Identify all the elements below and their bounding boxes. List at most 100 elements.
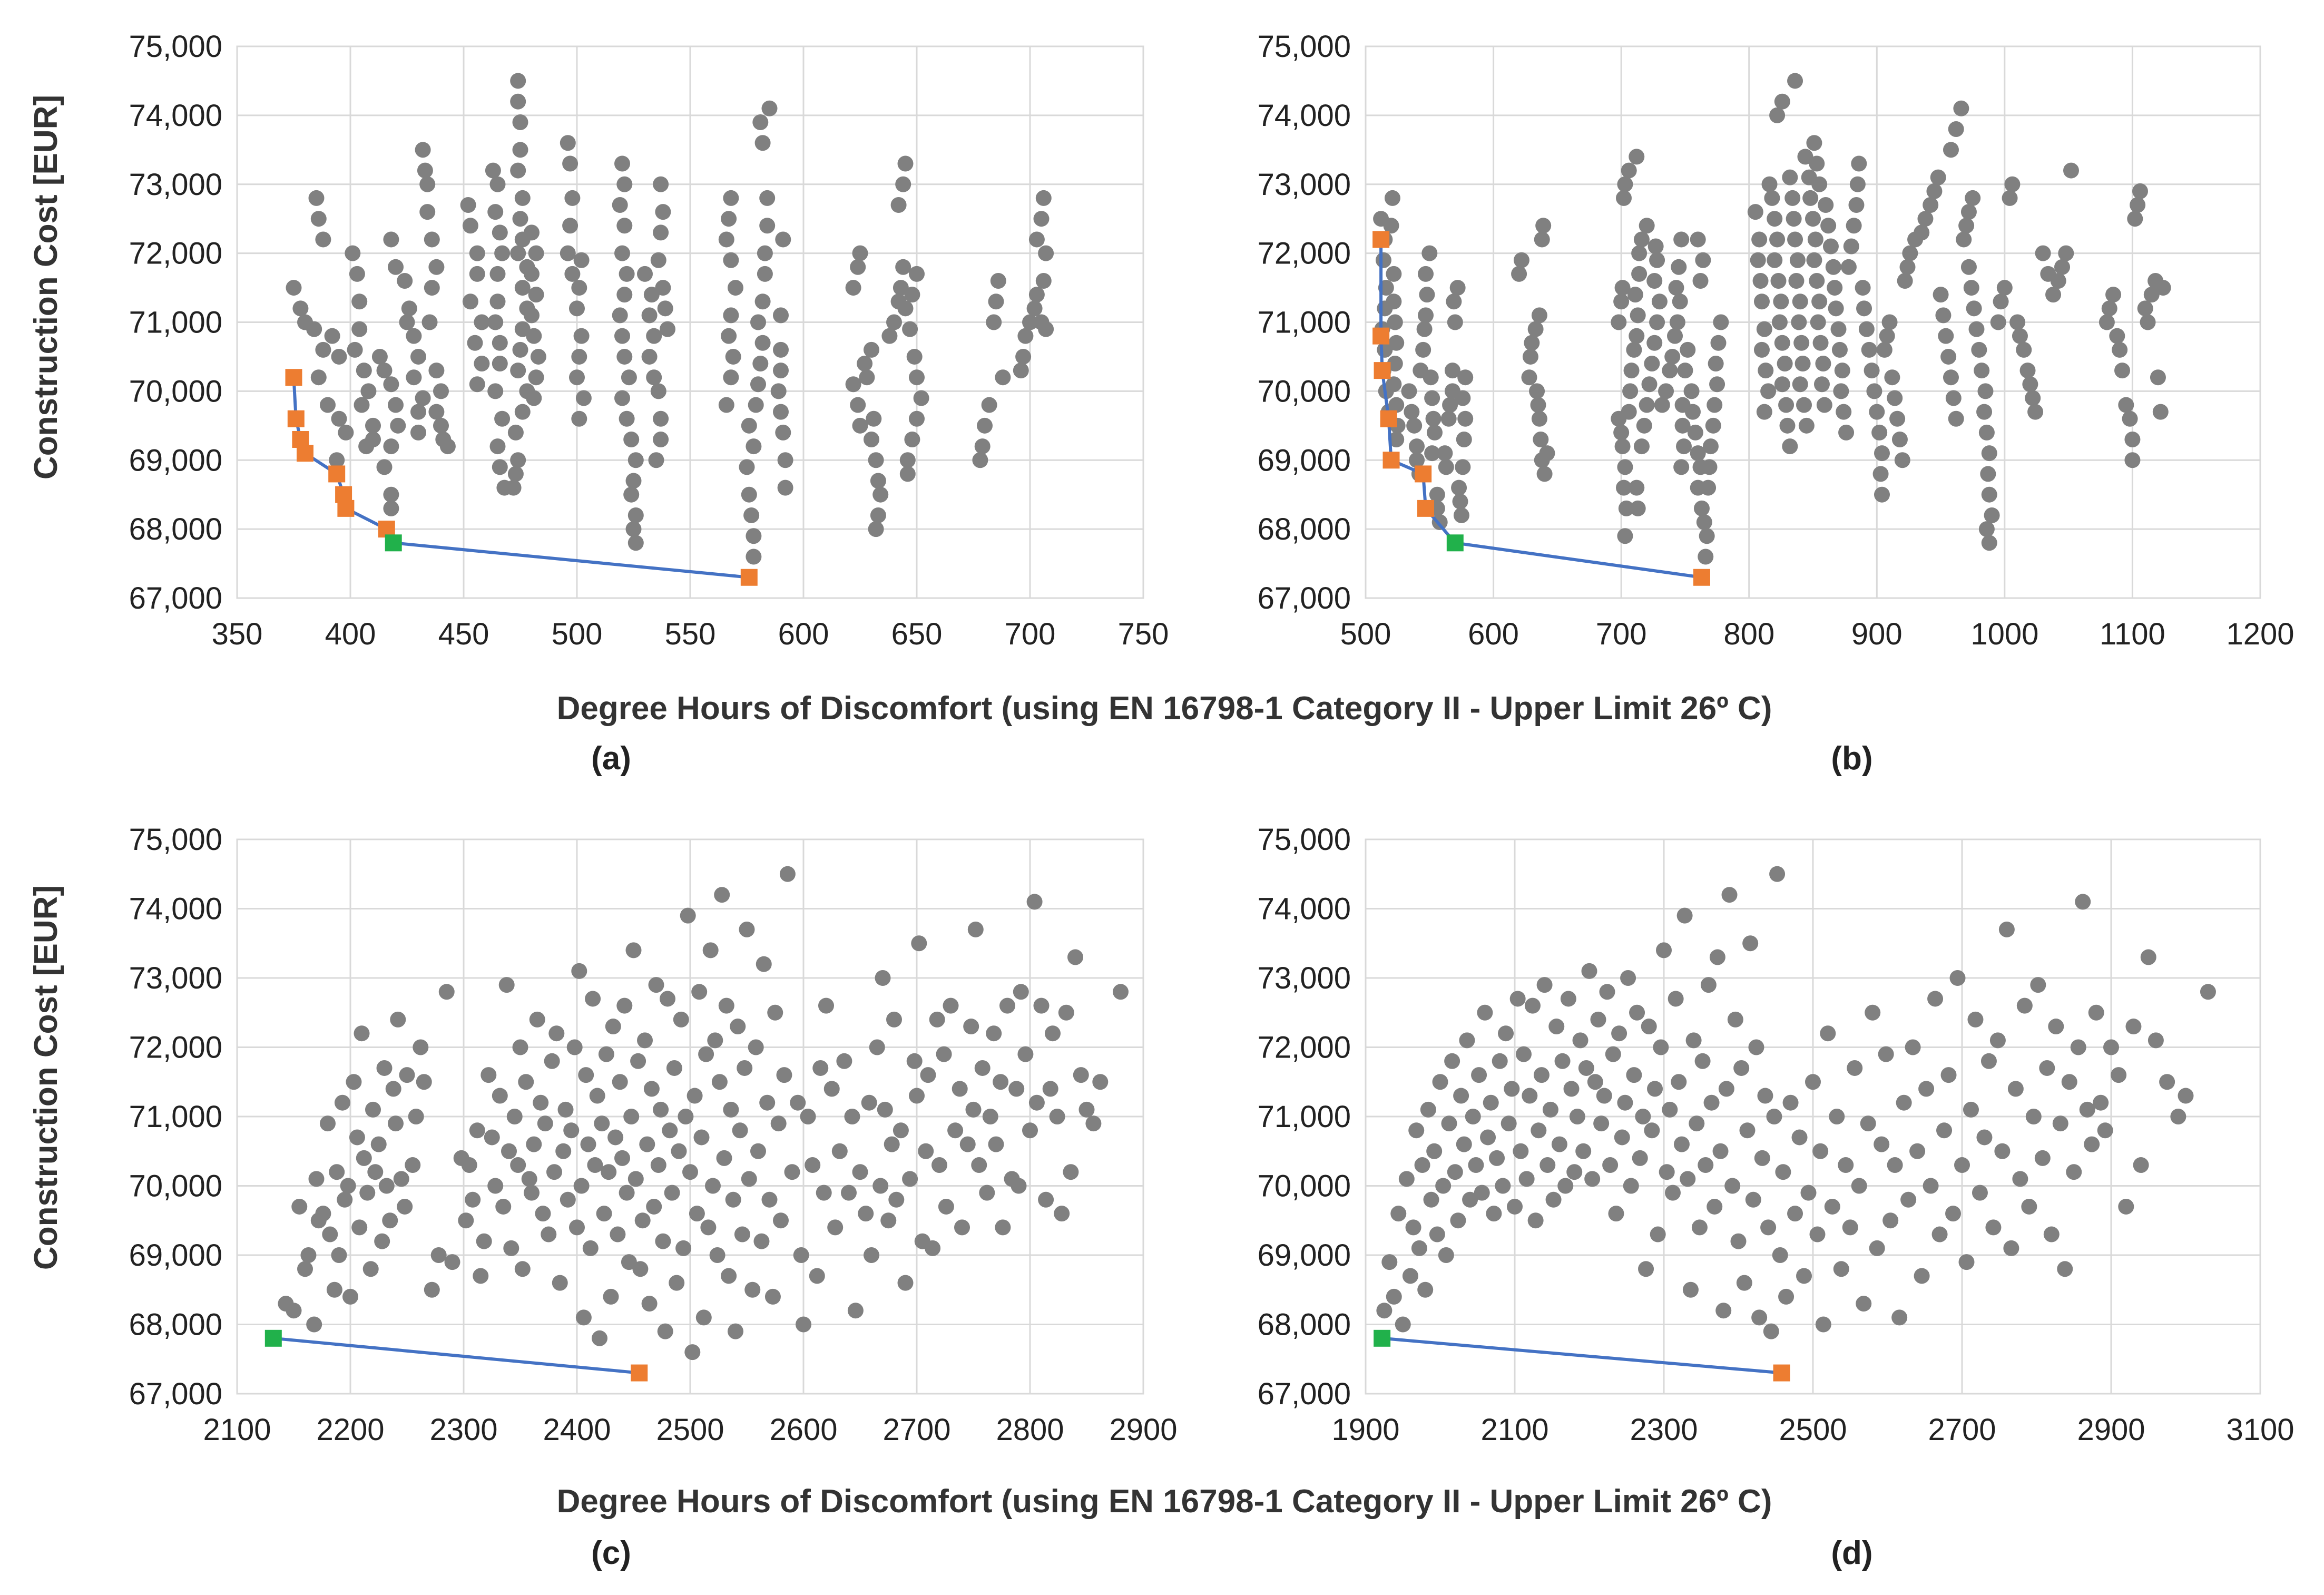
y-tick-label: 70,000 [1258, 374, 1351, 408]
scatter-point [971, 1157, 987, 1173]
y-tick-label: 75,000 [1258, 823, 1351, 857]
scatter-point [286, 1303, 302, 1319]
scatter-point [469, 266, 485, 282]
pareto-marker [1374, 362, 1391, 379]
scatter-point [1811, 293, 1828, 310]
scatter-point [1871, 424, 1888, 441]
scatter-point [331, 410, 347, 427]
pareto-marker [328, 465, 346, 483]
x-tick-label: 500 [1340, 617, 1391, 651]
scatter-point [356, 1150, 372, 1166]
scatter-point [1981, 445, 1997, 462]
scatter-point [1689, 1115, 1705, 1132]
scatter-point [1887, 1157, 1903, 1173]
scatter-point [1856, 300, 1872, 317]
scatter-point [858, 1206, 874, 1222]
scatter-point [773, 404, 789, 420]
scatter-point [1943, 142, 1959, 158]
scatter-point [1930, 169, 1946, 185]
scatter-point [1644, 1122, 1660, 1139]
scatter-point [1993, 293, 2009, 310]
scatter-point [1614, 280, 1631, 296]
pareto-marker [1693, 569, 1710, 586]
scatter-point [1638, 1261, 1654, 1277]
scatter-point [1629, 328, 1645, 344]
scatter-point [627, 452, 644, 468]
scatter-point [564, 266, 581, 282]
scatter-point [866, 410, 882, 427]
scatter-point [614, 390, 630, 406]
scatter-point [512, 142, 528, 158]
scatter-point [428, 363, 445, 379]
scatter-point [974, 1060, 991, 1076]
scatter-point [1435, 1178, 1452, 1194]
scatter-point [1455, 459, 1471, 475]
scatter-point [2002, 190, 2018, 206]
scatter-point [1985, 1219, 2002, 1236]
scatter-point [1917, 211, 1934, 227]
scatter-point [2125, 1019, 2142, 1035]
scatter-point [627, 535, 644, 551]
scatter-point [1548, 1019, 1565, 1035]
scatter-point [1671, 259, 1687, 275]
scatter-point [360, 383, 377, 399]
y-tick-label: 71,000 [129, 306, 222, 340]
scatter-point [1578, 1060, 1594, 1076]
scatter-point [2052, 1115, 2068, 1132]
scatter-point [1816, 397, 1832, 413]
scatter-point [648, 452, 664, 468]
scatter-point [1694, 1053, 1711, 1069]
scatter-point [1444, 363, 1460, 379]
scatter-point [1760, 1219, 1777, 1236]
scatter-point [2027, 404, 2044, 420]
scatter-point [1976, 404, 1993, 420]
scatter-point [646, 369, 662, 386]
scatter-point [1038, 245, 1054, 261]
scatter-point [1429, 1226, 1445, 1242]
scatter-point [494, 410, 511, 427]
scatter-point [1933, 287, 1949, 303]
scatter-point [510, 1157, 526, 1173]
scatter-point [575, 1309, 592, 1326]
scatter-point [718, 397, 734, 413]
scatter-point [790, 1094, 806, 1111]
scatter-point [2118, 397, 2134, 413]
scatter-point [528, 287, 544, 303]
y-axis-title-top: Construction Cost [EUR] [28, 95, 64, 480]
scatter-point [1680, 1171, 1696, 1187]
scatter-point [721, 328, 737, 344]
scatter-point [899, 466, 916, 482]
scatter-point [1653, 1039, 1669, 1055]
scatter-point [1617, 1094, 1633, 1111]
scatter-point [362, 1261, 379, 1277]
scatter-point [1700, 480, 1717, 496]
scatter-point [347, 341, 363, 358]
scatter-point [510, 73, 526, 89]
scatter-point [1554, 1053, 1571, 1069]
scatter-point [1687, 424, 1703, 441]
x-tick-label: 2600 [769, 1413, 837, 1447]
scatter-point [754, 135, 771, 151]
scatter-point [2159, 1074, 2175, 1090]
scatter-point [1563, 1081, 1580, 1097]
scatter-point [315, 341, 331, 358]
scatter-point [1774, 93, 1790, 110]
scatter-point [1673, 231, 1690, 248]
scatter-point [739, 459, 755, 475]
scatter-point [1900, 1191, 1917, 1208]
scatter-point [1940, 348, 1957, 365]
pareto-marker [385, 534, 402, 552]
scatter-point [893, 1122, 909, 1139]
scatter-point [1763, 1323, 1779, 1339]
scatter-point [484, 1129, 500, 1146]
scatter-point [793, 1247, 809, 1263]
scatter-point [754, 293, 771, 310]
scatter-point [884, 1136, 900, 1152]
scatter-point [320, 1115, 336, 1132]
y-tick-label: 72,000 [129, 237, 222, 271]
scatter-point [1838, 424, 1855, 441]
scatter-point [880, 1212, 897, 1229]
scatter-point [1615, 480, 1632, 496]
scatter-point [462, 293, 478, 310]
scatter-point [653, 410, 669, 427]
